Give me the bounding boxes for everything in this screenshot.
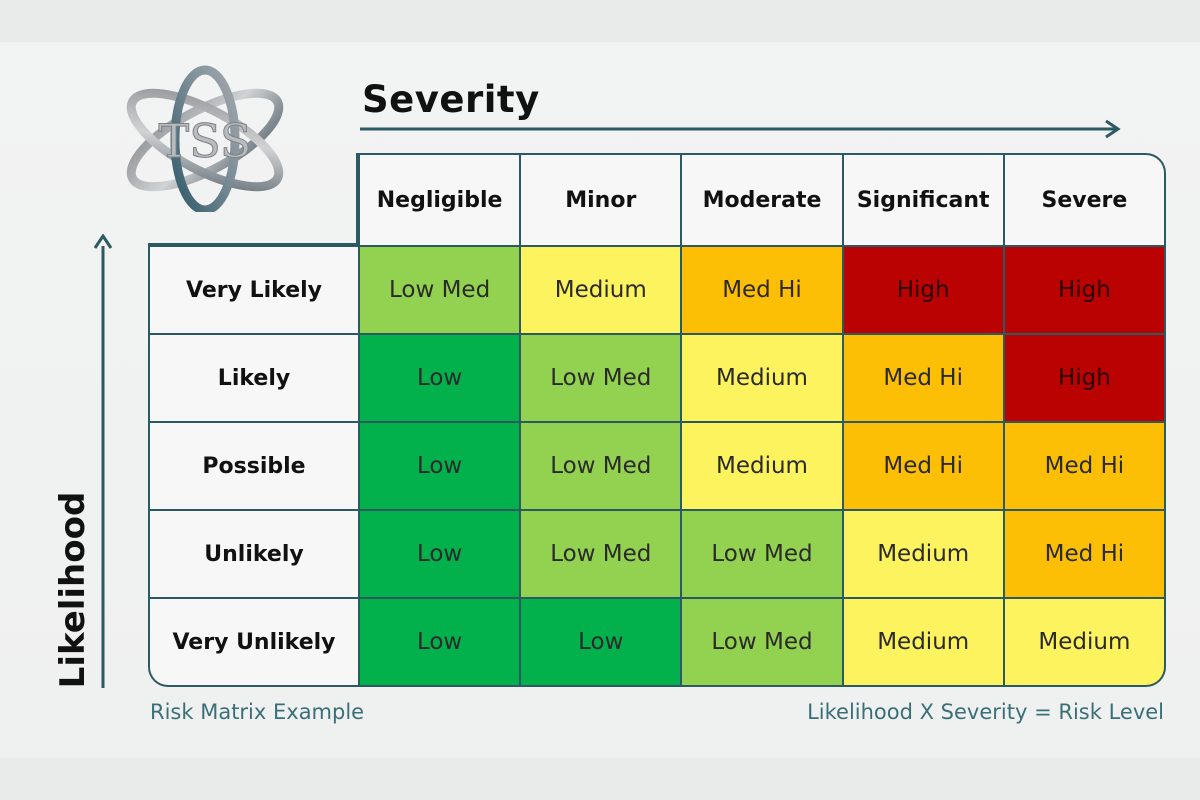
risk-matrix: Negligible Minor Moderate Significant Severe…: [150, 155, 1164, 685]
risk-cell: Med Hi: [843, 335, 1003, 421]
likelihood-header-possible: Possible: [150, 423, 358, 509]
risk-cell: Med Hi: [1004, 423, 1164, 509]
risk-cell: Medium: [521, 247, 681, 333]
severity-header-moderate: Moderate: [682, 155, 842, 245]
risk-cell: Medium: [682, 423, 842, 509]
risk-cell: Low: [360, 599, 520, 685]
caption-right: Likelihood X Severity = Risk Level: [807, 700, 1164, 724]
risk-cell: Medium: [843, 511, 1003, 597]
risk-cell: Low: [521, 599, 681, 685]
risk-cell: Med Hi: [1004, 511, 1164, 597]
likelihood-header-likely: Likely: [150, 335, 358, 421]
severity-header-severe: Severe: [1004, 155, 1164, 245]
likelihood-axis-label: Likelihood: [53, 491, 93, 689]
risk-cell: Low: [360, 335, 520, 421]
likelihood-header-very-likely: Very Likely: [150, 247, 358, 333]
risk-cell: Low: [360, 423, 520, 509]
severity-axis-label: Severity: [362, 78, 540, 121]
risk-cell: Low Med: [682, 599, 842, 685]
risk-cell: Med Hi: [682, 247, 842, 333]
caption-left: Risk Matrix Example: [150, 700, 365, 724]
severity-arrow-icon: [360, 119, 1121, 139]
atom-logo-icon: TSS: [126, 65, 284, 215]
risk-cell: Low: [360, 511, 520, 597]
risk-cell: High: [843, 247, 1003, 333]
likelihood-header-unlikely: Unlikely: [150, 511, 358, 597]
risk-cell: Low Med: [521, 511, 681, 597]
risk-cell: Low Med: [360, 247, 520, 333]
likelihood-arrow-icon: [93, 234, 113, 688]
matrix-corner: [150, 155, 358, 245]
risk-cell: Low Med: [521, 335, 681, 421]
severity-header-negligible: Negligible: [360, 155, 520, 245]
risk-cell: Medium: [1004, 599, 1164, 685]
risk-cell: Low Med: [682, 511, 842, 597]
risk-cell: Medium: [843, 599, 1003, 685]
risk-cell: High: [1004, 335, 1164, 421]
risk-cell: Med Hi: [843, 423, 1003, 509]
tss-logo: TSS: [110, 62, 300, 215]
risk-cell: Medium: [682, 335, 842, 421]
severity-header-significant: Significant: [843, 155, 1003, 245]
logo-text: TSS: [159, 114, 252, 168]
risk-cell: Low Med: [521, 423, 681, 509]
severity-header-minor: Minor: [521, 155, 681, 245]
likelihood-header-very-unlikely: Very Unlikely: [150, 599, 358, 685]
risk-cell: High: [1004, 247, 1164, 333]
